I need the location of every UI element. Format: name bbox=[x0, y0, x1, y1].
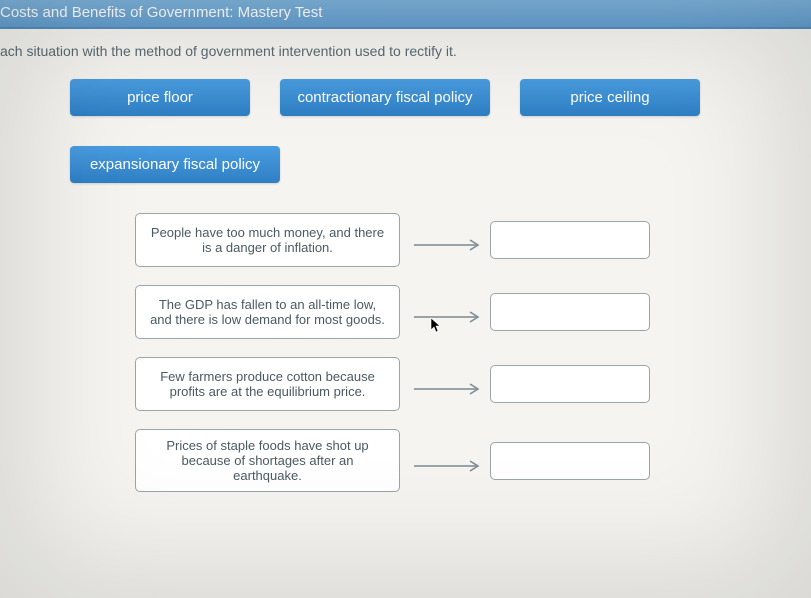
drop-zone[interactable] bbox=[490, 293, 650, 331]
drop-zone[interactable] bbox=[490, 221, 650, 259]
situation-box: Prices of staple foods have shot up beca… bbox=[135, 429, 400, 492]
arrow-icon bbox=[414, 239, 484, 241]
match-row: Few farmers produce cotton because profi… bbox=[135, 357, 811, 411]
situation-text: The GDP has fallen to an all-time low, a… bbox=[148, 297, 387, 327]
matching-area: People have too much money, and there is… bbox=[0, 213, 811, 492]
match-row: People have too much money, and there is… bbox=[135, 213, 811, 267]
chip-label: price ceiling bbox=[570, 89, 649, 106]
arrow-icon bbox=[414, 460, 484, 462]
chip-contractionary-fiscal-policy[interactable]: contractionary fiscal policy bbox=[280, 79, 490, 116]
situation-box: Few farmers produce cotton because profi… bbox=[135, 357, 400, 411]
situation-text: Prices of staple foods have shot up beca… bbox=[148, 438, 387, 483]
situation-text: People have too much money, and there is… bbox=[148, 225, 387, 255]
drop-zone[interactable] bbox=[490, 442, 650, 480]
match-row: The GDP has fallen to an all-time low, a… bbox=[135, 285, 811, 339]
match-row: Prices of staple foods have shot up beca… bbox=[135, 429, 811, 492]
chip-label: contractionary fiscal policy bbox=[297, 89, 472, 106]
draggable-chip-area: price floor contractionary fiscal policy… bbox=[0, 79, 811, 183]
situation-box: The GDP has fallen to an all-time low, a… bbox=[135, 285, 400, 339]
situation-box: People have too much money, and there is… bbox=[135, 213, 400, 267]
header-title: Costs and Benefits of Government: Master… bbox=[0, 4, 322, 21]
chip-price-floor[interactable]: price floor bbox=[70, 79, 250, 116]
chip-label: price floor bbox=[127, 89, 193, 106]
page-header: Costs and Benefits of Government: Master… bbox=[0, 0, 811, 29]
situation-text: Few farmers produce cotton because profi… bbox=[148, 369, 387, 399]
instruction-text: ach situation with the method of governm… bbox=[0, 29, 811, 79]
chip-label: expansionary fiscal policy bbox=[90, 156, 260, 173]
chip-expansionary-fiscal-policy[interactable]: expansionary fiscal policy bbox=[70, 146, 280, 183]
drop-zone[interactable] bbox=[490, 365, 650, 403]
chip-price-ceiling[interactable]: price ceiling bbox=[520, 79, 700, 116]
arrow-icon bbox=[414, 383, 484, 385]
arrow-icon bbox=[414, 311, 484, 313]
